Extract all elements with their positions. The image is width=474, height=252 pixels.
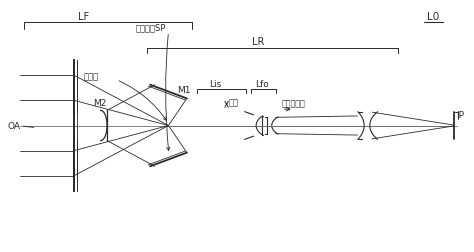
Text: フォーカス: フォーカス <box>282 99 306 108</box>
Text: 中間像: 中間像 <box>83 72 99 81</box>
Text: Lfo: Lfo <box>255 80 268 89</box>
Text: OA: OA <box>8 121 21 131</box>
Text: Lis: Lis <box>209 80 221 89</box>
Text: L0: L0 <box>427 12 439 21</box>
Text: 防振: 防振 <box>228 98 238 107</box>
Text: LF: LF <box>78 12 89 22</box>
Text: LR: LR <box>252 37 264 47</box>
Text: IP: IP <box>456 111 464 120</box>
Text: M1: M1 <box>177 86 191 95</box>
Text: 開口絞りSP: 開口絞りSP <box>136 23 166 32</box>
Text: M2: M2 <box>93 98 106 107</box>
